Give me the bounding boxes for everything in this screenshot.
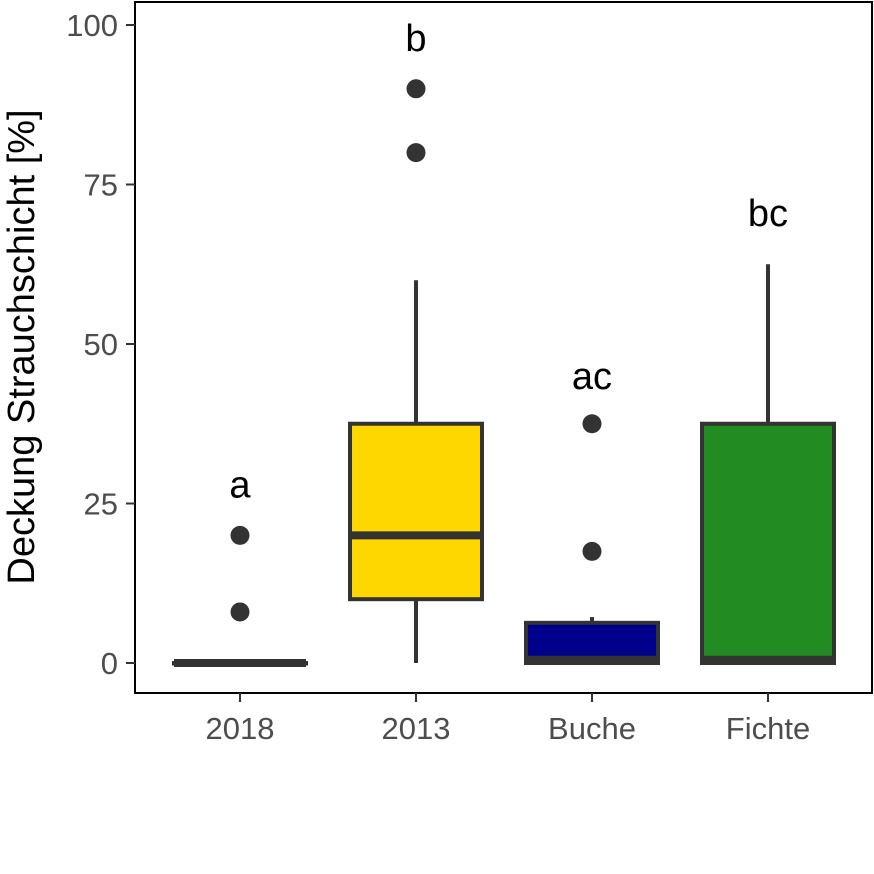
y-tick-label: 75 — [84, 168, 118, 203]
significance-letter: a — [229, 464, 251, 506]
boxes — [172, 79, 836, 667]
x-tick-label: 2013 — [382, 711, 451, 746]
outlier-point — [230, 602, 250, 622]
outlier-point — [230, 525, 250, 545]
y-axis-title: Deckung Strauchschicht [%] — [1, 109, 43, 584]
box-2013 — [348, 79, 484, 663]
y-tick-label: 50 — [84, 327, 118, 362]
x-axis: 2018 2013 Buche Fichte — [206, 693, 810, 746]
outlier-point — [406, 79, 426, 99]
y-axis: 0 25 50 75 100 — [66, 8, 135, 681]
significance-letter: b — [405, 18, 426, 60]
y-tick-label: 25 — [84, 487, 118, 522]
x-tick-label: Buche — [548, 711, 636, 746]
y-tick-label: 100 — [66, 8, 118, 43]
significance-letter: ac — [572, 356, 612, 398]
box-fichte — [700, 264, 836, 665]
box-rect — [700, 421, 836, 665]
box-buche — [524, 414, 660, 666]
significance-letters: a b ac bc — [229, 18, 788, 507]
y-tick-label: 0 — [101, 646, 118, 681]
outlier-point — [406, 143, 426, 163]
x-tick-label: Fichte — [726, 711, 810, 746]
box-2018 — [172, 525, 308, 667]
outlier-point — [582, 541, 602, 561]
panel-border — [134, 1, 873, 694]
outlier-point — [582, 414, 602, 434]
significance-letter: bc — [748, 193, 788, 235]
x-tick-label: 2018 — [206, 711, 275, 746]
box-rect — [348, 421, 484, 602]
